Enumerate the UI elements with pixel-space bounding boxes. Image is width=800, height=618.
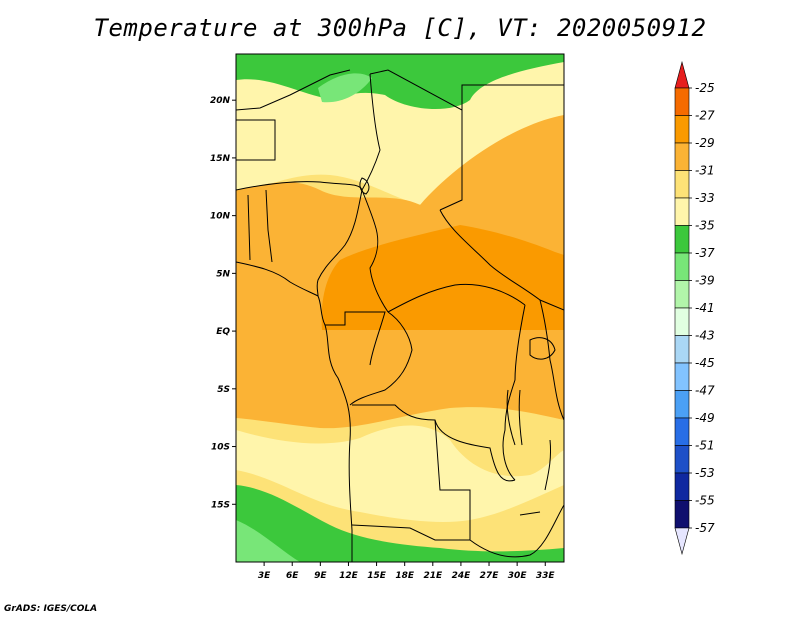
legend-label: -51 bbox=[695, 439, 715, 453]
x-tick-label: 27E bbox=[480, 571, 500, 581]
border-sudan-northeast bbox=[461, 84, 564, 110]
legend-swatch bbox=[674, 500, 690, 529]
legend-swatch bbox=[674, 197, 690, 226]
border-angola-namibia bbox=[351, 524, 470, 541]
legend-label: -57 bbox=[695, 521, 715, 535]
x-tick-label: 15E bbox=[367, 571, 387, 581]
legend-top-arrow bbox=[674, 60, 690, 89]
border-sahel-west bbox=[236, 119, 276, 161]
legend-label: -31 bbox=[695, 164, 715, 178]
lake-chad bbox=[359, 177, 370, 195]
border-benin-togo bbox=[247, 189, 273, 263]
border-zambia-east bbox=[469, 504, 564, 558]
legend-label: -45 bbox=[695, 356, 715, 370]
y-axis: 20N 15N 10N 5N EQ 5S 10S 15S bbox=[210, 96, 236, 510]
border-congo-drc bbox=[349, 311, 413, 406]
legend-swatch bbox=[674, 445, 690, 474]
y-tick-label: 15N bbox=[210, 154, 231, 164]
legend-swatch bbox=[674, 115, 690, 144]
field-band-north-light-green bbox=[318, 73, 372, 103]
border-congo-gabon bbox=[325, 311, 386, 366]
legend-bottom-arrow bbox=[674, 527, 690, 556]
border-nigeria-north bbox=[236, 181, 363, 191]
x-tick-label: 6E bbox=[286, 571, 299, 581]
x-tick-label: 21E bbox=[423, 571, 443, 581]
border-drc-east bbox=[502, 304, 526, 481]
y-tick-label: 5N bbox=[216, 269, 230, 279]
field-band-south-light-green bbox=[236, 520, 300, 562]
y-tick-label: EQ bbox=[216, 327, 230, 337]
x-tick-label: 18E bbox=[395, 571, 415, 581]
coastline-west-africa bbox=[236, 261, 353, 562]
legend-swatch bbox=[674, 142, 690, 171]
legend-swatch bbox=[674, 280, 690, 309]
y-tick-label: 10S bbox=[211, 443, 230, 453]
x-axis: 3E 6E 9E 12E 15E 18E 21E 24E 27E 30E 33E bbox=[258, 562, 556, 581]
legend-label: -49 bbox=[695, 411, 715, 425]
legend-label: -27 bbox=[695, 109, 715, 123]
legend-label: -39 bbox=[695, 274, 715, 288]
legend-swatch bbox=[674, 335, 690, 364]
temperature-field bbox=[236, 54, 564, 562]
legend-swatch bbox=[674, 362, 690, 391]
country-borders bbox=[236, 69, 564, 562]
legend-label: -29 bbox=[695, 136, 715, 150]
legend-label: -53 bbox=[695, 466, 715, 480]
x-tick-label: 33E bbox=[536, 571, 556, 581]
legend-swatch bbox=[674, 252, 690, 281]
legend-label: -43 bbox=[695, 329, 715, 343]
lake-malawi bbox=[544, 439, 551, 491]
legend-label: -25 bbox=[695, 81, 715, 95]
legend-label: -55 bbox=[695, 494, 715, 508]
lake-kariba bbox=[519, 511, 541, 516]
field-band-north-green bbox=[236, 54, 564, 110]
legend-swatch bbox=[674, 170, 690, 199]
y-tick-label: 15S bbox=[211, 500, 230, 510]
border-niger-north bbox=[236, 69, 351, 111]
x-tick-label: 3E bbox=[258, 571, 271, 581]
legend-swatch bbox=[674, 390, 690, 419]
legend-swatch bbox=[674, 417, 690, 446]
lake-tanganyika bbox=[506, 389, 523, 446]
x-tick-label: 30E bbox=[508, 571, 528, 581]
legend-label: -37 bbox=[695, 246, 715, 260]
legend-swatch bbox=[674, 225, 690, 254]
border-cameroon-car bbox=[369, 224, 389, 313]
map-frame bbox=[235, 53, 565, 563]
x-tick-label: 9E bbox=[314, 571, 327, 581]
legend-label: -35 bbox=[695, 219, 715, 233]
border-chad-niger bbox=[361, 73, 381, 226]
legend-label: -47 bbox=[695, 384, 715, 398]
legend-label: -41 bbox=[695, 301, 715, 315]
border-angola-zambia bbox=[434, 419, 471, 540]
x-tick-label: 24E bbox=[452, 571, 472, 581]
field-band-south-green bbox=[236, 485, 564, 562]
border-car-sudan bbox=[439, 209, 564, 311]
legend-label: -33 bbox=[695, 191, 715, 205]
y-tick-label: 20N bbox=[210, 96, 231, 106]
border-drc-angola bbox=[352, 404, 516, 482]
legend-swatch bbox=[674, 307, 690, 336]
y-tick-label: 5S bbox=[217, 385, 230, 395]
border-car-drc bbox=[387, 283, 526, 313]
field-band-south-31 bbox=[236, 330, 564, 429]
color-legend: -25 -27 -29 -31 -33 -35 -37 -39 -41 -43 -45 -47 -49 -… bbox=[674, 60, 715, 556]
legend-swatch bbox=[674, 472, 690, 501]
lake-victoria bbox=[529, 337, 556, 360]
border-nigeria-cameroon bbox=[316, 189, 363, 297]
border-east-africa bbox=[539, 299, 564, 421]
y-tick-label: 10N bbox=[210, 212, 231, 222]
credit-text: GrADS: IGES/COLA bbox=[4, 604, 98, 614]
x-tick-label: 12E bbox=[339, 571, 359, 581]
legend-swatch bbox=[674, 87, 690, 116]
chart-title: Temperature at 300hPa [C], VT: 202005091… bbox=[93, 14, 707, 42]
